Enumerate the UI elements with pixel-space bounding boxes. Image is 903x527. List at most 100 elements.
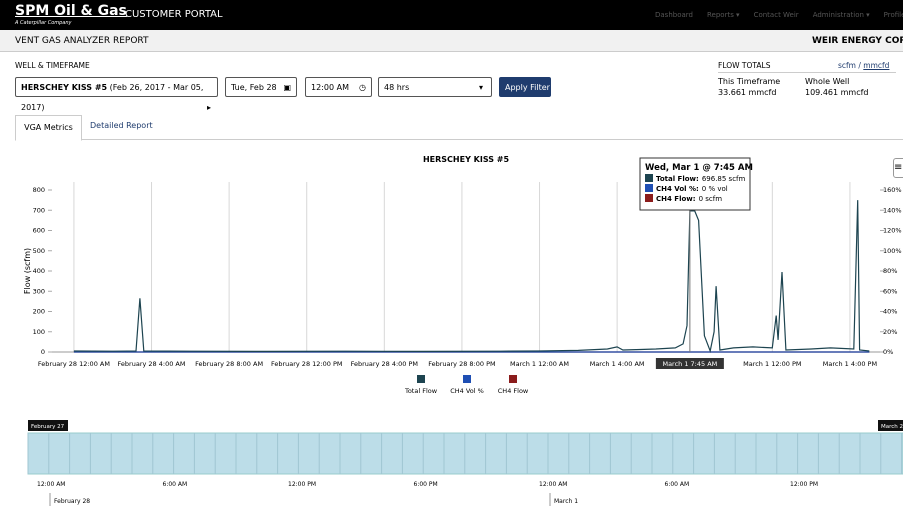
navigator-time: 12:00 PM (790, 481, 818, 488)
x-tick-label: February 28 12:00 AM (38, 360, 110, 368)
tab[interactable]: Detailed Report (90, 121, 153, 130)
legend-label: CH4 Vol % (450, 387, 484, 395)
brand-sub: A Caterpillar Company (15, 20, 72, 26)
tooltip-value: 696.85 scfm (702, 175, 746, 183)
chart-menu[interactable]: ≡ (893, 158, 903, 178)
brand[interactable]: SPM Oil & Gas (15, 3, 127, 19)
y-tick-label: 100 (33, 328, 45, 336)
y2-tick-label: 120% (883, 227, 902, 235)
navigator-time: 12:00 AM (539, 481, 567, 488)
tooltip-row: CH4 Vol %: 0 % vol (656, 185, 728, 193)
nav-link[interactable]: Administration ▾ (812, 11, 870, 19)
totals-rule (718, 72, 896, 73)
tooltip-swatch (645, 194, 653, 202)
y2-tick-label: 0% (883, 348, 893, 356)
legend-label: CH4 Flow (498, 387, 529, 395)
y-tick-label: 500 (33, 247, 45, 255)
tab-active[interactable]: VGA Metrics (15, 115, 82, 141)
navigator-time: 6:00 AM (163, 481, 188, 488)
y-tick-label: 200 (33, 308, 45, 316)
chart-title: HERSCHEY KISS #5 (423, 155, 510, 164)
legend-swatch (463, 375, 471, 383)
y2-tick-label: 60% (883, 287, 897, 295)
header-bar (0, 30, 903, 52)
navigator-time: 6:00 AM (665, 481, 690, 488)
time: 12:00 AM (311, 83, 349, 92)
duration-select[interactable]: 48 hrs ▾ (378, 77, 492, 97)
tooltip-value: 0 % vol (702, 185, 728, 193)
apply-button[interactable]: Apply Filter (499, 77, 551, 97)
crosshair-label-bg (655, 358, 724, 369)
navigator-start-bg (28, 420, 68, 431)
navigator-day: February 28 (54, 498, 90, 505)
legend-swatch (509, 375, 517, 383)
tooltip-row: CH4 Flow: 0 scfm (656, 195, 722, 203)
nav-link[interactable]: Dashboard (655, 11, 693, 19)
y2-tick-label: 20% (883, 328, 897, 336)
navigator-time: 12:00 AM (37, 481, 65, 488)
tooltip-row: Total Flow: 696.85 scfm (656, 175, 746, 183)
well-range: (Feb 26, 2017 - Mar 05, 2017) (21, 83, 204, 112)
x-tick-label: February 28 4:00 AM (118, 360, 186, 368)
nav-links: Dashboard Reports ▾ Contact Weir Administra… (655, 11, 903, 19)
unit-b[interactable]: mmcfd (863, 61, 890, 70)
duration: 48 hrs (384, 83, 410, 92)
portal-title: CUSTOMER PORTAL (125, 9, 223, 20)
whole-label: Whole Well (805, 77, 850, 86)
this-value: 33.661 mmcfd (718, 88, 777, 97)
x-tick-label: March 1 4:00 PM (823, 360, 877, 368)
x-tick-label: March 1 4:00 AM (590, 360, 645, 368)
date: Tue, Feb 28 (231, 83, 277, 92)
tooltip-name: Total Flow: (656, 175, 699, 183)
x-tick-label: March 1 12:00 AM (510, 360, 569, 368)
y2-tick-label: 80% (883, 267, 897, 275)
nav-link[interactable]: Contact Weir (753, 11, 799, 19)
y2-tick-label: 100% (883, 247, 902, 255)
navigator-end: March 2 (881, 424, 903, 430)
whole-value: 109.461 mmcfd (805, 88, 869, 97)
x-tick-label: February 28 8:00 AM (195, 360, 263, 368)
date-input[interactable]: Tue, Feb 28 ▣ (225, 77, 297, 97)
y-tick-label: 700 (33, 206, 45, 214)
x-tick-label: February 28 8:00 PM (428, 360, 495, 368)
navigator-time: 12:00 PM (288, 481, 316, 488)
well-select[interactable]: HERSCHEY KISS #5 (Feb 26, 2017 - Mar 05,… (15, 77, 218, 112)
tooltip-name: CH4 Vol %: (656, 185, 699, 193)
navigator-start: February 27 (31, 424, 65, 430)
y2-tick-label: 140% (883, 206, 902, 214)
tooltip-title: Wed, Mar 1 @ 7:45 AM (645, 163, 753, 173)
y-tick-label: 0 (41, 348, 45, 356)
y-axis-label: Flow (scfm) (23, 248, 32, 294)
x-tick-label: February 28 12:00 PM (271, 360, 343, 368)
well-name: HERSCHEY KISS #5 (21, 83, 108, 92)
totals-label: FLOW TOTALS (718, 61, 771, 70)
tabs-rule (15, 139, 903, 140)
tooltip-box (639, 157, 751, 211)
crosshair-label: March 1 7:45 AM (662, 360, 717, 368)
nav-link[interactable]: Reports ▾ (706, 11, 740, 19)
time-input[interactable]: 12:00 AM ◷ (305, 77, 372, 97)
x-tick-label: March 1 12:00 PM (743, 360, 801, 368)
tooltip-value: 0 scfm (699, 195, 723, 203)
filter-label: WELL & TIMEFRAME (15, 61, 90, 70)
y-tick-label: 300 (33, 287, 45, 295)
unit-sep: / (858, 61, 861, 70)
tooltip-swatch (645, 174, 653, 182)
navigator-area (27, 432, 903, 475)
nav-link[interactable]: Profile ▾ (883, 11, 903, 19)
y-tick-label: 800 (33, 186, 45, 194)
y2-tick-label: 40% (883, 308, 897, 316)
y-tick-label: 600 (33, 227, 45, 235)
y-tick-label: 400 (33, 267, 45, 275)
navigator-end-bg (878, 420, 903, 431)
unit-a[interactable]: scfm (838, 61, 856, 70)
y2-tick-label: 160% (883, 186, 902, 194)
report-title: VENT GAS ANALYZER REPORT (15, 36, 149, 46)
x-tick-label: February 28 4:00 PM (351, 360, 418, 368)
company: WEIR ENERGY CORP (812, 36, 903, 46)
legend-swatch (417, 375, 425, 383)
tooltip-name: CH4 Flow: (656, 195, 696, 203)
top-nav (0, 0, 903, 30)
